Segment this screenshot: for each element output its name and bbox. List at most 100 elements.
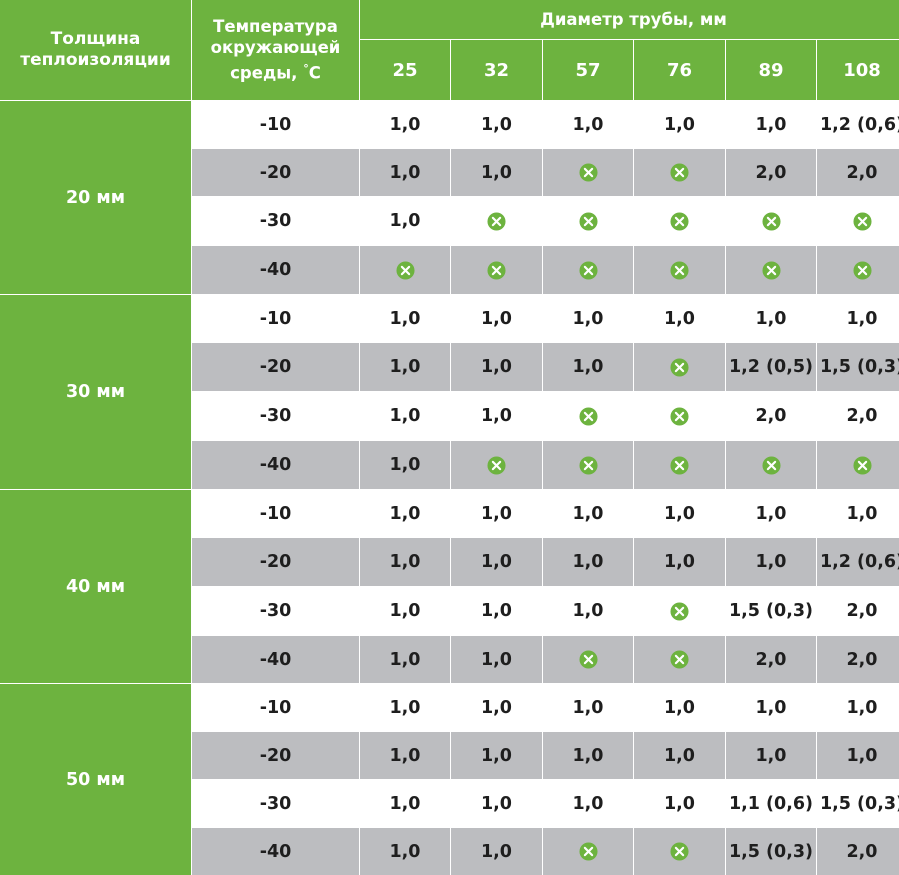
- header-temp-line3: среды, °C: [211, 58, 341, 84]
- x-circle-icon: [451, 246, 542, 294]
- value-cell: 1,5 (0,3): [726, 587, 816, 635]
- value-cell: 1,0: [360, 636, 450, 683]
- header-diameter-57: 57: [543, 40, 633, 100]
- value-cell: 1,0: [451, 636, 542, 683]
- value-cell: 1,0: [726, 295, 816, 342]
- value-cell: 1,0: [634, 538, 725, 586]
- x-circle-icon: [451, 197, 542, 245]
- value-cell: 1,0: [634, 684, 725, 731]
- thickness-group-label: 30 мм: [0, 295, 191, 489]
- value-cell: 1,0: [543, 490, 633, 537]
- value-cell: 1,0: [451, 538, 542, 586]
- value-cell: 1,0: [543, 101, 633, 148]
- value-cell: 1,0: [451, 780, 542, 827]
- header-temperature: Температура окружающей среды, °C: [192, 0, 359, 100]
- value-cell: 1,0: [726, 490, 816, 537]
- value-cell: 2,0: [817, 828, 899, 875]
- value-cell: 1,0: [360, 441, 450, 489]
- header-diameter-title: Диаметр трубы, мм: [360, 0, 899, 39]
- value-cell: 1,0: [726, 538, 816, 586]
- temperature-cell: -10: [192, 490, 359, 537]
- header-thickness: Толщина теплоизоляции: [0, 0, 191, 100]
- thickness-group-label: 40 мм: [0, 490, 191, 683]
- value-cell: 1,0: [451, 295, 542, 342]
- x-circle-icon: [817, 197, 899, 245]
- x-circle-icon: [634, 441, 725, 489]
- x-circle-icon: [817, 246, 899, 294]
- value-cell: 1,0: [360, 490, 450, 537]
- x-circle-icon: [543, 828, 633, 875]
- header-thickness-line1: Толщина: [50, 29, 141, 49]
- value-cell: 1,0: [451, 828, 542, 875]
- thickness-group-label: 20 мм: [0, 101, 191, 294]
- value-cell: 1,0: [360, 587, 450, 635]
- value-cell: 1,0: [817, 732, 899, 779]
- value-cell: 1,0: [451, 149, 542, 196]
- header-thickness-line2: теплоизоляции: [20, 50, 171, 70]
- value-cell: 1,5 (0,3): [726, 828, 816, 875]
- x-circle-icon: [543, 197, 633, 245]
- degree-sign: °: [303, 62, 309, 76]
- value-cell: 1,0: [360, 101, 450, 148]
- value-cell: 2,0: [726, 392, 816, 440]
- temperature-cell: -40: [192, 246, 359, 294]
- value-cell: 2,0: [817, 587, 899, 635]
- value-cell: 1,0: [360, 197, 450, 245]
- temperature-cell: -20: [192, 538, 359, 586]
- value-cell: 1,0: [451, 392, 542, 440]
- value-cell: 1,0: [360, 343, 450, 391]
- temperature-cell: -30: [192, 392, 359, 440]
- value-cell: 2,0: [726, 636, 816, 683]
- value-cell: 2,0: [817, 636, 899, 683]
- x-circle-icon: [634, 197, 725, 245]
- header-diameter-76: 76: [634, 40, 725, 100]
- value-cell: 1,0: [360, 684, 450, 731]
- x-circle-icon: [543, 392, 633, 440]
- temperature-cell: -30: [192, 780, 359, 827]
- temperature-cell: -40: [192, 636, 359, 683]
- x-circle-icon: [543, 149, 633, 196]
- value-cell: 1,0: [543, 732, 633, 779]
- value-cell: 1,0: [634, 780, 725, 827]
- value-cell: 1,5 (0,3): [817, 343, 899, 391]
- value-cell: 1,0: [543, 295, 633, 342]
- header-temp-unit: C: [308, 63, 321, 83]
- value-cell: 1,0: [360, 828, 450, 875]
- x-circle-icon: [451, 441, 542, 489]
- x-circle-icon: [360, 246, 450, 294]
- value-cell: 1,0: [543, 343, 633, 391]
- x-circle-icon: [634, 587, 725, 635]
- value-cell: 1,0: [451, 490, 542, 537]
- temperature-cell: -10: [192, 295, 359, 342]
- value-cell: 1,0: [360, 295, 450, 342]
- header-temp-line2: окружающей: [210, 38, 341, 58]
- value-cell: 1,0: [634, 295, 725, 342]
- x-circle-icon: [543, 246, 633, 294]
- value-cell: 1,0: [543, 538, 633, 586]
- header-temp-line1: Температура: [213, 17, 338, 37]
- value-cell: 1,2 (0,5): [726, 343, 816, 391]
- value-cell: 1,0: [543, 587, 633, 635]
- header-diameter-108: 108: [817, 40, 899, 100]
- x-circle-icon: [634, 343, 725, 391]
- x-circle-icon: [726, 246, 816, 294]
- x-circle-icon: [543, 636, 633, 683]
- header-diameter-32: 32: [451, 40, 542, 100]
- value-cell: 1,1 (0,6): [726, 780, 816, 827]
- value-cell: 1,0: [726, 101, 816, 148]
- value-cell: 2,0: [817, 392, 899, 440]
- value-cell: 1,0: [817, 295, 899, 342]
- value-cell: 1,0: [451, 732, 542, 779]
- temperature-cell: -20: [192, 149, 359, 196]
- x-circle-icon: [726, 197, 816, 245]
- value-cell: 1,0: [451, 343, 542, 391]
- value-cell: 1,0: [360, 538, 450, 586]
- value-cell: 1,0: [543, 684, 633, 731]
- temperature-cell: -30: [192, 587, 359, 635]
- value-cell: 1,0: [726, 684, 816, 731]
- value-cell: 1,2 (0,6): [817, 538, 899, 586]
- x-circle-icon: [634, 828, 725, 875]
- value-cell: 2,0: [726, 149, 816, 196]
- value-cell: 1,0: [634, 101, 725, 148]
